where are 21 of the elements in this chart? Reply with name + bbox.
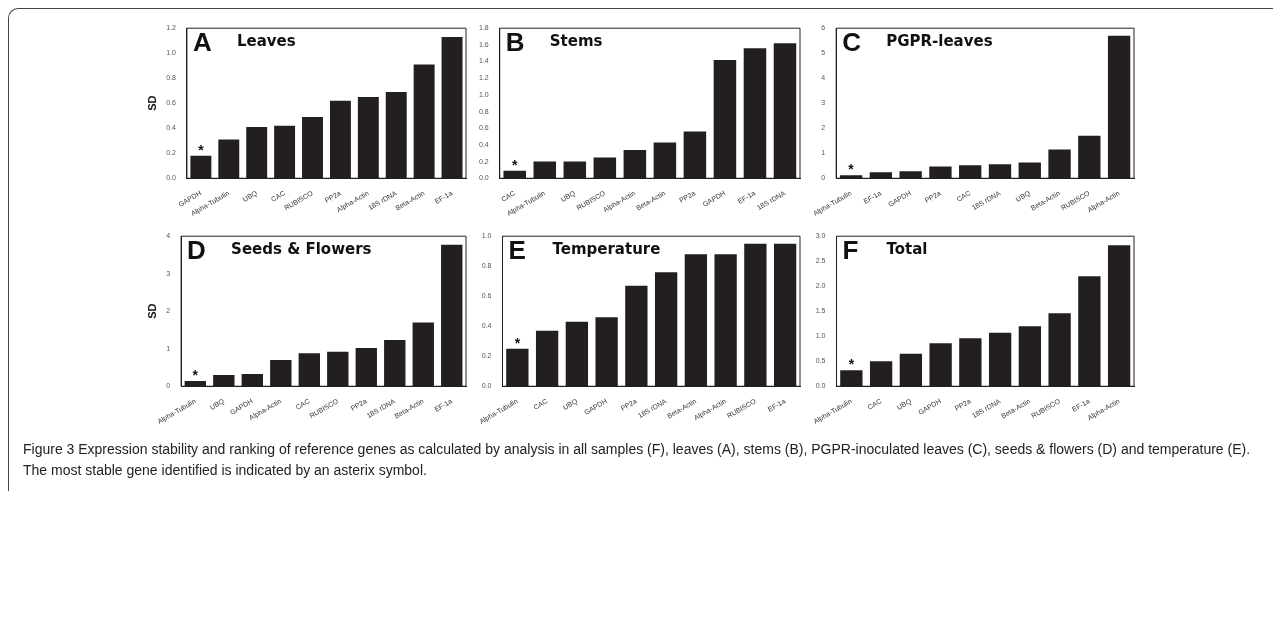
y-axis-title: SD bbox=[145, 303, 158, 319]
y-axis-title: SD bbox=[145, 95, 158, 111]
annotation: * bbox=[848, 161, 855, 178]
annotation: * bbox=[848, 356, 855, 373]
chart-title: Leaves bbox=[236, 31, 296, 50]
annotation: * bbox=[514, 334, 521, 351]
annotation: F bbox=[842, 235, 859, 266]
chart-title: Stems bbox=[549, 31, 603, 50]
chart-title: Seeds & Flowers bbox=[231, 239, 372, 258]
annotation: * bbox=[512, 156, 519, 173]
annotation: E bbox=[508, 235, 526, 266]
annotation: C bbox=[842, 27, 862, 58]
chart-title: PGPR-leaves bbox=[886, 31, 993, 50]
annotation: * bbox=[198, 141, 205, 158]
chart-title: Total bbox=[886, 239, 928, 258]
chart-title: Temperature bbox=[552, 239, 661, 258]
annotation: D bbox=[187, 235, 206, 266]
annotation: * bbox=[192, 366, 199, 383]
annotation: B bbox=[505, 27, 525, 58]
annotation: A bbox=[192, 27, 212, 58]
caption: Figure 3 Expression stability and ranking of reference genes as calculated by analysis in all samples (F), leaves (A), stems (B), PGPR-inoculated leaves (C), seeds & flowers (D) and temperature (E). The most stable gene identified is indicated by an asterix symbol. bbox=[23, 440, 1252, 480]
